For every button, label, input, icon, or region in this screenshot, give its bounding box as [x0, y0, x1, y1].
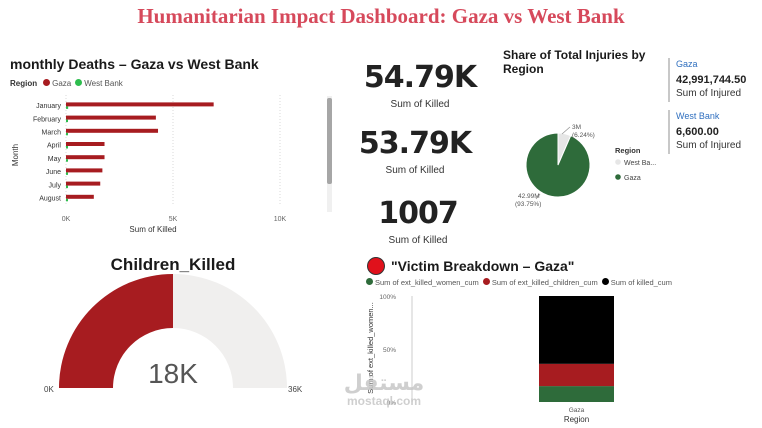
pie-slice-gaza [525, 132, 591, 198]
kpi-gaza-region: Gaza [676, 59, 698, 69]
bar-gaza [66, 181, 101, 186]
x-tick-label: 0K [62, 216, 71, 223]
gauge-value: 18K [148, 358, 198, 389]
legend-item-women[interactable]: Sum of ext_killed_women_cum [366, 278, 479, 287]
bar-gaza [66, 168, 103, 173]
scrollbar-thumb [327, 98, 332, 184]
kpi-accent-bar [668, 110, 670, 154]
y-tick-label: April [47, 143, 61, 150]
killed-card-value-1: 54.79K [363, 60, 477, 95]
x-tick-label: Gaza [569, 407, 585, 414]
watermark: مستقل mostaql.com [334, 370, 434, 409]
y-tick-label: 0% [387, 400, 397, 407]
monthly-deaths-chart[interactable]: 0K 5K 10K January February March April May June J… [0, 90, 340, 240]
legend-item-children[interactable]: Sum of ext_killed_children_cum [482, 278, 598, 287]
legend-dot-west-bank [75, 79, 83, 86]
gauge-max-label: 36K [288, 385, 303, 394]
kpi-accent-bar [668, 58, 670, 102]
pie-legend-gaza: Gaza [624, 175, 641, 182]
y-tick-label: January [36, 103, 61, 110]
legend-item-killed[interactable]: Sum of killed_cum [601, 278, 672, 287]
y-tick-label: June [46, 169, 61, 176]
killed-card-label-2: Sum of Killed [385, 165, 445, 176]
killed-card-label-1: Sum of Killed [390, 99, 450, 110]
y-tick-label: May [48, 156, 62, 163]
red-circle-icon [367, 257, 385, 275]
bar-west-bank [66, 198, 68, 202]
bar-gaza [66, 102, 214, 107]
victim-breakdown-legend: Sum of ext_killed_women_cum Sum of ext_k… [366, 278, 672, 287]
legend-dot-children [482, 278, 490, 285]
gauge-min-label: 0K [44, 385, 54, 394]
kpi-west-bank-label: Sum of Injured [676, 140, 742, 151]
legend-title: Region [10, 79, 38, 88]
victim-breakdown-header: "Victim Breakdown – Gaza" [367, 257, 574, 275]
bar-gaza [66, 142, 105, 146]
kpi-west-bank-region: West Bank [676, 111, 720, 121]
bar-west-bank [66, 119, 68, 123]
kpi-gaza-value: 42,991,744.50 [676, 74, 747, 86]
kpi-gaza-label: Sum of Injured [676, 88, 742, 99]
slice-label-gaza: 42.99M [518, 193, 540, 200]
killed-card-value-2: 53.79K [358, 126, 472, 161]
y-tick-label: July [49, 182, 62, 189]
y-tick-label: 100% [379, 294, 396, 301]
pie-legend-title: Region [615, 146, 641, 155]
bar-west-bank [66, 106, 69, 109]
killed-card-label-3: Sum of Killed [388, 235, 448, 246]
bar-west-bank [66, 132, 68, 136]
injuries-pie-chart[interactable]: 3M(6.24%) 42.99M(93.75%) Region West Ba... G… [500, 110, 670, 215]
slice-pct-west-bank: (6.24%) [572, 132, 595, 139]
legend-item-west-bank[interactable]: West Bank [75, 79, 123, 88]
y-tick-label: February [33, 116, 62, 123]
legend-dot-killed [601, 278, 609, 285]
monthly-deaths-title: monthly Deaths – Gaza vs West Bank [10, 56, 259, 72]
y-axis-label: Month [11, 144, 20, 166]
bar-west-bank [66, 185, 68, 189]
bar-gaza [66, 194, 94, 199]
legend-dot-gaza [43, 79, 51, 86]
pie-legend-dot-gaza [615, 174, 621, 180]
watermark-latin: mostaql.com [346, 394, 421, 408]
gauge-fill [59, 274, 173, 388]
kpi-west-bank-value: 6,600.00 [676, 126, 719, 138]
y-tick-label: March [42, 130, 62, 137]
legend-dot-women [366, 278, 373, 285]
pie-legend-dot-west-bank [615, 159, 621, 165]
y-tick-label: August [39, 196, 61, 203]
slice-pct-gaza: (93.75%) [515, 201, 541, 208]
stack-segment-children [539, 363, 614, 387]
y-tick-label: 50% [383, 347, 396, 354]
y-axis-label: Sum of ext_killed_women... [366, 302, 375, 394]
x-axis-label: Sum of Killed [129, 225, 176, 234]
bar-west-bank [66, 159, 68, 162]
x-tick-label: 10K [274, 216, 287, 223]
bar-west-bank [66, 146, 68, 149]
slice-label-west-bank: 3M [572, 124, 581, 131]
children-killed-title: Children_Killed [110, 255, 236, 274]
stack-segment-killed [539, 296, 614, 364]
bar-gaza [66, 155, 105, 160]
monthly-deaths-legend: Region Gaza West Bank [10, 79, 123, 88]
leader-line [535, 193, 541, 200]
injuries-pie-title: Share of Total Injuries by Region [503, 48, 646, 76]
watermark-arabic: مستقل [343, 370, 425, 395]
children-killed-gauge[interactable]: 18K 0K 36K [30, 270, 320, 400]
leader-line [561, 126, 571, 135]
pie-legend-west-bank: West Ba... [624, 160, 656, 167]
bar-gaza [66, 128, 159, 133]
dashboard-title: Humanitarian Impact Dashboard: Gaza vs W… [137, 4, 625, 28]
bar-west-bank [66, 172, 68, 175]
stack-segment-women [539, 386, 614, 402]
killed-card-value-3: 1007 [378, 196, 459, 231]
x-axis-label: Region [564, 415, 589, 424]
bar-gaza [66, 115, 156, 120]
x-tick-label: 5K [169, 216, 178, 223]
victim-breakdown-title: "Victim Breakdown – Gaza" [391, 258, 575, 274]
legend-item-gaza[interactable]: Gaza [43, 79, 71, 88]
